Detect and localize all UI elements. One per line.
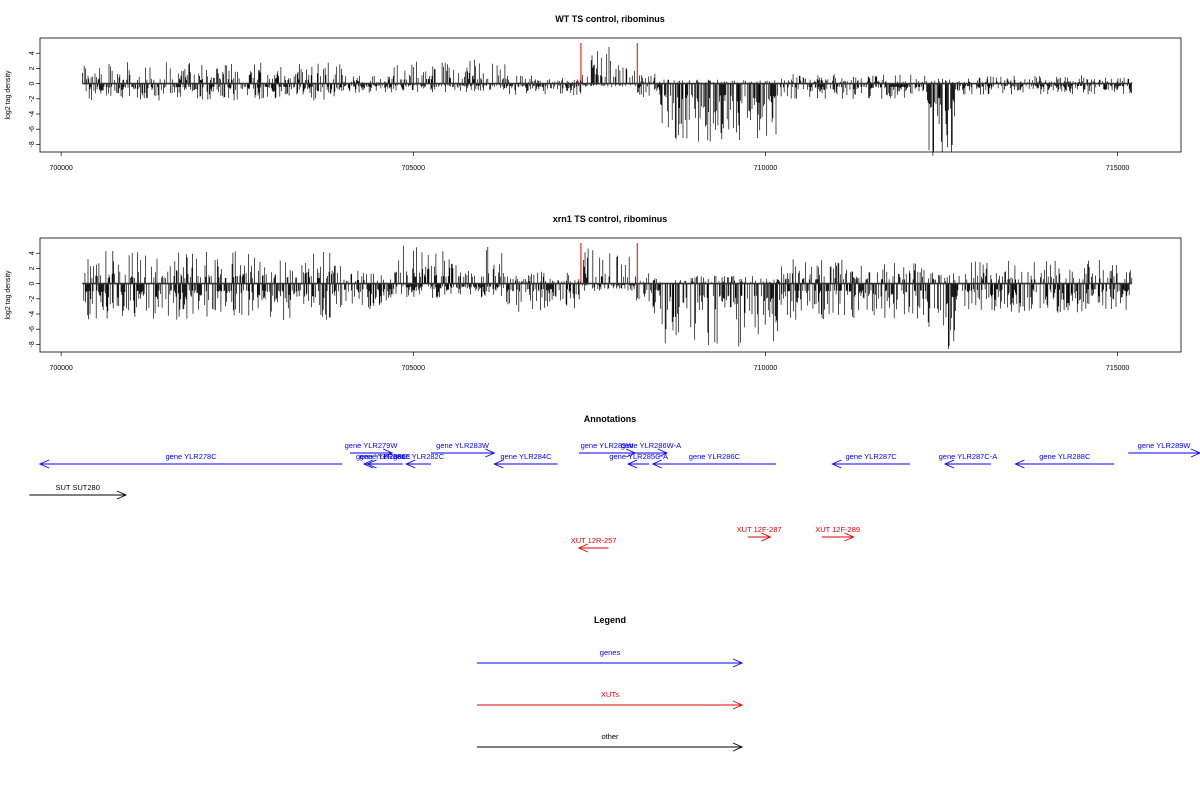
wt-plot-frame	[39, 37, 1182, 153]
y-tick-label: 4	[29, 251, 36, 255]
annotation-label: XUT 12F-287	[737, 525, 782, 534]
y-tick-label: -6	[29, 326, 36, 332]
annotation-arrow: gene YLR282C	[393, 452, 445, 469]
annotation-label: gene YLR289W	[1138, 441, 1192, 450]
x-tick-label: 710000	[754, 165, 777, 172]
annotation-arrow: SUT SUT280	[29, 483, 128, 500]
wt-panel-title: WT TS control, ribominus	[555, 14, 665, 24]
annotation-label: gene YLR286W-A	[621, 441, 681, 450]
signal-bars	[83, 245, 1133, 349]
annotation-label: XUT 12F-289	[815, 525, 860, 534]
annotations-track: Annotations gene YLR278C gene YLR279W gene…	[29, 414, 1200, 553]
x-tick-label: 700000	[49, 165, 72, 172]
legend-title: Legend	[594, 615, 626, 625]
x-tick-label: 710000	[754, 365, 777, 372]
xrn1-plot-frame	[39, 237, 1182, 353]
annotation-arrow: gene YLR279W	[345, 441, 399, 458]
annotation-label: gene YLR280C	[356, 452, 408, 461]
y-tick-label: -2	[29, 96, 36, 102]
y-tick-label: 2	[29, 66, 36, 70]
signal-bars	[82, 46, 1133, 156]
x-tick-label: 705000	[402, 165, 425, 172]
y-tick-label: 4	[29, 51, 36, 55]
xrn1-panel-title: xrn1 TS control, ribominus	[553, 214, 668, 224]
xrn1-axes: 4 2 0 -2 -4 -6 -8 700000 705000 710000 715000	[29, 251, 1129, 372]
y-tick-label: -4	[29, 311, 36, 317]
annotations-title: Annotations	[584, 414, 637, 424]
annotation-arrow: gene YLR278C	[38, 452, 343, 469]
legend-label: XUTs	[601, 690, 619, 699]
y-tick-label: -8	[29, 141, 36, 147]
annotation-label: gene YLR287C	[846, 452, 898, 461]
annotation-arrow: gene YLR281C	[360, 452, 412, 469]
annotation-arrow: gene YLR286C	[651, 452, 777, 469]
x-tick-label: 705000	[402, 365, 425, 372]
wt-axes: 4 2 0 -2 -4 -6 -8 700000 705000 710000 715000	[29, 51, 1129, 172]
annotation-arrow: gene YLR283W	[430, 441, 496, 458]
annotation-arrow: gene YLR285C-A	[609, 452, 668, 469]
x-tick-label: 700000	[49, 365, 72, 372]
y-tick-label: -6	[29, 126, 36, 132]
legend: Legend genes XUTs other	[477, 615, 744, 752]
annotation-label: gene YLR282C	[393, 452, 445, 461]
x-tick-label: 715000	[1106, 365, 1129, 372]
legend-label: genes	[600, 648, 621, 657]
annotation-label: gene YLR283W	[436, 441, 490, 450]
y-tick-label: 2	[29, 266, 36, 270]
annotation-arrow: gene YLR288C	[1014, 452, 1115, 469]
legend-entry: XUTs	[477, 690, 744, 710]
annotation-arrow: XUT 12F-289	[815, 525, 860, 542]
annotation-arrow: gene YLR286W-A	[621, 441, 681, 458]
annotation-arrow: gene YLR287C	[831, 452, 910, 469]
annotation-arrow: gene YLR285W	[578, 441, 637, 458]
xrn1-y-axis-label: log2 tag density	[5, 270, 12, 320]
xrn1-signal-bars	[82, 243, 1133, 349]
annotation-label: gene YLR278C	[165, 452, 217, 461]
annotation-label: gene YLR285W	[581, 441, 635, 450]
annotation-label: gene YLR284C	[500, 452, 552, 461]
annotation-arrow: XUT 12R-257	[571, 536, 617, 553]
legend-entry: genes	[477, 648, 744, 668]
y-tick-label: 0	[29, 282, 36, 286]
annotation-label: gene YLR285C-A	[609, 452, 668, 461]
wt-signal-bars	[82, 43, 1133, 156]
y-tick-label: 0	[29, 82, 36, 86]
legend-entry: other	[477, 732, 744, 752]
annotation-label: gene YLR279W	[345, 441, 399, 450]
annotation-arrow: gene YLR287C-A	[939, 452, 998, 469]
xrn1-panel: xrn1 TS control, ribominus log2 tag dens…	[5, 214, 1182, 372]
annotation-arrow: gene YLR289W	[1128, 441, 1200, 458]
annotation-label: gene YLR287C-A	[939, 452, 998, 461]
wt-y-axis-label: log2 tag density	[5, 70, 12, 120]
wt-panel: WT TS control, ribominus log2 tag densit…	[5, 14, 1182, 172]
x-tick-label: 715000	[1106, 165, 1129, 172]
y-tick-label: -4	[29, 111, 36, 117]
legend-entries: genes XUTs other	[477, 648, 744, 752]
annotation-arrow: gene YLR284C	[493, 452, 558, 469]
annotation-label: gene YLR288C	[1039, 452, 1091, 461]
annotation-label: gene YLR281C	[360, 452, 412, 461]
y-tick-label: -8	[29, 341, 36, 347]
annotation-label: SUT SUT280	[55, 483, 99, 492]
legend-label: other	[601, 732, 619, 741]
annotation-label: gene YLR286C	[689, 452, 741, 461]
annotation-arrow: XUT 12F-287	[737, 525, 782, 542]
y-tick-label: -2	[29, 296, 36, 302]
annotation-label: XUT 12R-257	[571, 536, 617, 545]
